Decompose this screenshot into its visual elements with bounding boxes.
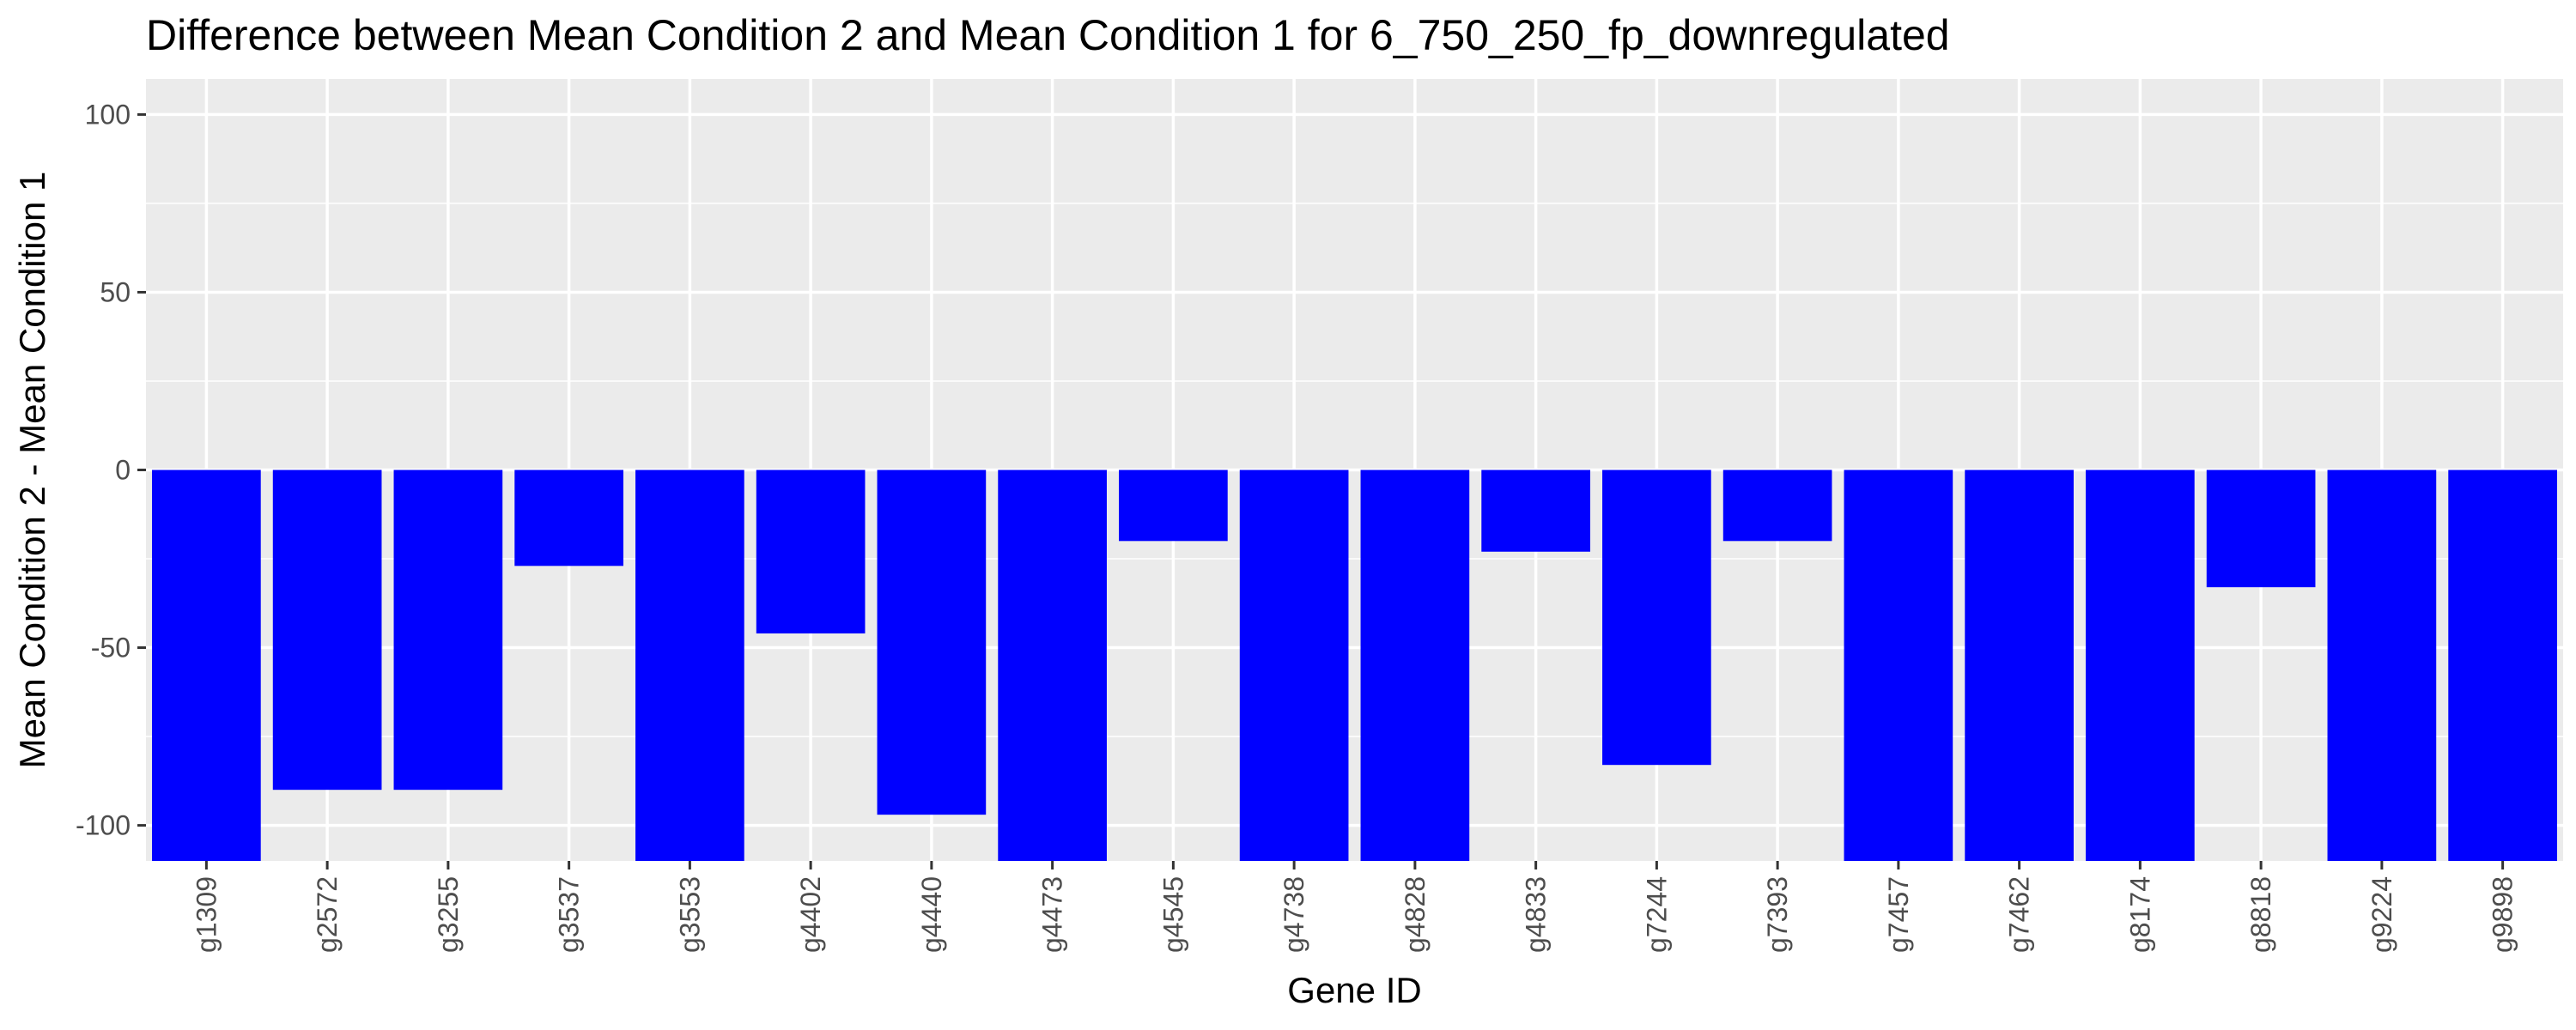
bar-g7462: [1965, 470, 2074, 861]
chart-title: Difference between Mean Condition 2 and …: [146, 11, 1950, 59]
x-tick-label: g4545: [1157, 876, 1188, 953]
x-axis-title: Gene ID: [1287, 970, 1421, 1010]
bar-g3553: [635, 470, 744, 861]
bar-g4402: [756, 470, 866, 633]
x-tick-label: g3537: [554, 876, 585, 953]
x-tick-label: g7457: [1883, 876, 1914, 953]
x-tick-label: g4833: [1521, 876, 1552, 953]
x-tick-label: g7244: [1641, 876, 1672, 953]
bar-g4833: [1481, 470, 1590, 552]
bar-g7244: [1602, 470, 1711, 766]
x-tick-label: g4402: [795, 876, 826, 953]
y-tick-label: -50: [91, 633, 131, 663]
x-tick-label: g9898: [2488, 876, 2518, 953]
x-axis: g1309 g2572 g3255 g3537 g3553 g4402 g4440 g4473…: [191, 861, 2518, 953]
x-tick-label: g8174: [2124, 876, 2155, 953]
x-tick-label: g3255: [433, 876, 464, 953]
bar-g4738: [1239, 470, 1349, 861]
bar-g7393: [1722, 470, 1832, 542]
bar-g8818: [2206, 470, 2316, 588]
x-tick-label: g2572: [312, 876, 343, 953]
x-tick-label: g3553: [674, 876, 705, 953]
y-axis-title: Mean Condition 2 - Mean Condition 1: [12, 172, 52, 769]
bar-g4440: [877, 470, 987, 815]
bar-g2572: [272, 470, 382, 791]
x-tick-label: g7462: [2004, 876, 2035, 953]
x-tick-label: g7393: [1762, 876, 1793, 953]
y-tick-label: -100: [76, 810, 131, 841]
bar-g9224: [2327, 470, 2437, 861]
y-tick-label: 100: [85, 99, 131, 130]
bars: [152, 470, 2557, 861]
x-tick-label: g4440: [916, 876, 947, 953]
y-tick-label: 50: [100, 276, 131, 307]
bar-g4828: [1360, 470, 1470, 861]
bar-g8174: [2086, 470, 2195, 861]
bar-g4473: [998, 470, 1107, 861]
bar-g1309: [152, 470, 261, 861]
bar-g4545: [1119, 470, 1228, 542]
bar-g7457: [1844, 470, 1953, 861]
bar-g3537: [514, 470, 623, 566]
bar-g9898: [2448, 470, 2557, 861]
bar-g3255: [393, 470, 503, 791]
x-tick-label: g4473: [1037, 876, 1068, 953]
y-tick-label: 0: [115, 455, 131, 486]
x-tick-label: g9224: [2366, 876, 2397, 953]
x-tick-label: g4738: [1279, 876, 1309, 953]
y-axis: 100 50 0 -50 -100: [76, 99, 146, 841]
x-tick-label: g1309: [191, 876, 222, 953]
x-tick-label: g8818: [2245, 876, 2276, 953]
x-tick-label: g4828: [1400, 876, 1431, 953]
